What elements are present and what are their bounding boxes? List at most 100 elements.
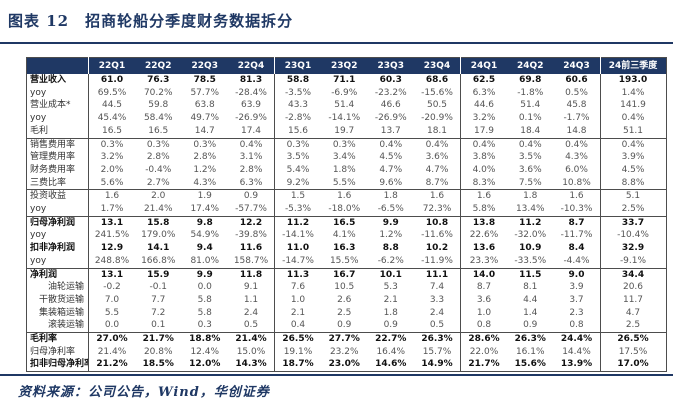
table-cell: -14.1% [282,230,314,241]
table-cell: -14.1% [328,113,361,124]
table-cell: 44.5 [101,100,123,111]
table-cell: 2.3 [553,306,601,320]
table-cell: 11.1 [414,268,461,282]
column-header: 24Q1 [460,57,507,74]
row-label: 扣非净利润 [26,242,89,255]
table-cell: 0.4% [472,139,496,150]
table-cell: 0.4 [274,319,321,334]
table-cell: 166.8% [135,254,182,269]
table-cell: 5.6% [88,176,135,191]
table-cell: 15.7% [414,345,461,359]
table-row: 归母净利润 13.1 15.8 9.8 12.2 11.2 16.5 9.9 10.8 13.8 1… [26,216,667,230]
table-cell: 3.8% [472,152,496,163]
table-cell: 0.5% [553,86,601,100]
table-cell: 1.0 [476,307,492,318]
table-cell: 18.1 [414,124,461,139]
table-cell: 19.7 [321,124,368,139]
table-cell: 11.0 [286,243,310,254]
table-cell: -1.8% [517,87,544,98]
table-cell: 26.5% [282,334,314,345]
table-cell: 1.8 [383,307,398,318]
table-cell: 46.6 [380,100,401,111]
table-cell: 59.8 [148,100,169,111]
row-label: 管理费用率 [26,151,89,164]
row-label: yoy [26,203,89,217]
table-cell: -39.8% [228,229,275,243]
table-cell: -32.0% [514,230,547,241]
table-cell: -26.9% [374,113,407,124]
table-cell: 0.8 [553,319,601,334]
table-row: 归母净利率 21.4% 20.8% 12.4% 15.0% 19.1% 23.2% 16.4%… [26,345,667,359]
table-cell: 58.4% [143,113,173,124]
table-cell: 15.6% [514,359,546,370]
table-cell: 9.8 [196,217,213,228]
table-cell: -4.4% [553,254,601,269]
table-cell: 45.4% [97,113,127,124]
table-cell: 60.3 [379,75,402,85]
table-cell: 4.5% [379,152,403,163]
table-cell: 81.3 [228,74,275,87]
table-cell: 1.2% [193,164,217,175]
table-cell: 158.7% [228,254,275,269]
column-header: 23Q4 [414,57,461,74]
table-cell: 8.4 [553,242,601,255]
table-cell: 0.9 [367,319,414,334]
table-cell: 17.4% [181,203,228,217]
table-cell: 16.1% [515,346,545,357]
row-label: yoy [26,229,89,243]
table-cell: 13.6 [472,243,496,254]
row-label: 油轮运输 [26,281,89,294]
row-label: yoy [26,86,89,100]
table-cell: 15.9 [147,269,170,280]
table-cell: 0.5 [414,319,461,334]
table-cell: 5.5% [321,176,368,191]
table-cell: 18.7% [282,359,314,370]
table-cell: 11.7 [622,294,644,305]
table-cell: 8.8% [600,176,666,191]
table-cell: 7.2 [151,307,166,318]
table-cell: 23.0% [328,359,360,370]
table-cell: 3.6% [414,151,461,164]
table-cell: 57.7% [190,87,220,98]
table-cell: 22.6% [469,230,499,241]
table-cell: 11.5 [519,269,542,280]
table-cell: 18.8% [189,334,221,345]
table-cell: 7.6 [290,282,306,293]
table-cell: 22.0% [469,346,499,357]
row-label: 毛利率 [26,332,89,346]
table-cell: 27.7% [328,334,360,345]
row-label: 归母净利率 [26,345,89,359]
row-label: 扣非归母净利率 [26,358,89,372]
table-cell: 0.4% [518,139,542,150]
table-cell: 1.6 [476,191,492,202]
table-row: 财务费用率 2.0% -0.4% 1.2% 2.8% 5.4% 1.8% 4.7% 4.7% 4.… [26,163,667,177]
table-cell: 1.8 [523,191,538,202]
table-cell: 16.5 [135,124,182,139]
row-label: 销售费用率 [26,138,89,152]
table-cell: 15.0% [228,345,275,359]
source-note: 资料来源：公司公告，Wind，华创证券 [18,385,270,400]
table-cell: 26.3% [414,332,461,346]
table-cell: 21.7% [142,334,174,345]
table-cell: 7.5% [507,176,554,191]
table-cell: 20.6 [622,282,644,293]
table-cell: 8.7 [553,216,601,230]
table-cell: 10.9 [519,243,542,254]
table-cell: 5.5 [104,307,120,318]
table-cell: 11.8 [228,268,275,282]
table-cell: 0.3 [181,319,228,334]
table-cell: 5.4% [286,164,310,175]
table-cell: 1.4% [621,87,645,98]
table-cell: 1.2% [379,230,403,241]
table-cell: 4.3% [553,151,601,164]
column-header: 23Q2 [321,57,368,74]
table-cell: 3.6% [518,164,542,175]
table-cell: 12.4% [190,346,220,357]
table-cell: 69.5% [97,87,127,98]
table-cell: 3.2% [100,152,124,163]
table-cell: 7.0 [104,294,120,305]
table-cell: 0.1% [518,113,542,124]
table-cell: 15.5% [321,254,368,269]
table-row: yoy 248.8% 166.8% 81.0% 158.7% -14.7% 15.5% -6.… [26,254,666,269]
table-cell: 1.8% [332,164,356,175]
